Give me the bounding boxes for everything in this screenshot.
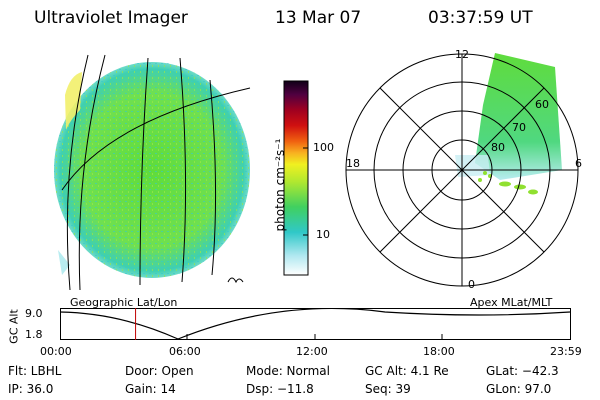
door-status: Door: Open	[125, 364, 194, 378]
lat-label-70: 70	[512, 121, 526, 134]
auroral-bright-patch	[65, 72, 82, 130]
mlt-label-18: 18	[346, 157, 360, 170]
geographic-image	[54, 54, 251, 291]
mlt-label-12: 12	[455, 48, 469, 61]
colorbar-tick-100: 100	[313, 141, 334, 154]
orbit-xtick-2359: 23:59	[550, 345, 582, 358]
mode-status: Mode: Normal	[246, 364, 330, 378]
orbit-xtick-1800: 18:00	[423, 345, 455, 358]
gc-alt-status: GC Alt: 4.1 Re	[365, 364, 449, 378]
orbit-altitude-curve	[60, 308, 571, 340]
geographic-caption: Geographic Lat/Lon	[70, 296, 178, 309]
glon-status: GLon: 97.0	[486, 382, 552, 396]
mlt-label-6: 6	[575, 157, 582, 170]
apex-caption: Apex MLat/MLT	[470, 296, 553, 309]
logo-icon	[227, 277, 244, 284]
polar-plot	[345, 53, 579, 287]
mlt-label-0: 0	[468, 278, 475, 291]
orbit-xtick-0600: 06:00	[169, 345, 201, 358]
dsp-status: Dsp: −11.8	[246, 382, 314, 396]
orbit-ytick-9: 9.0	[25, 307, 43, 320]
orbit-ylabel: GC Alt	[7, 309, 21, 344]
time-label: 03:37:59 UT	[428, 8, 533, 28]
colorbar-unit-label: photon cm⁻²s⁻¹	[273, 138, 287, 232]
lat-label-80: 80	[491, 141, 505, 154]
gain-status: Gain: 14	[125, 382, 176, 396]
ip-status: IP: 36.0	[8, 382, 54, 396]
glat-status: GLat: −42.3	[486, 364, 559, 378]
orbit-plot	[60, 308, 571, 340]
lat-label-60: 60	[535, 98, 549, 111]
orbit-xtick-1200: 12:00	[296, 345, 328, 358]
orbit-xtick-0000: 00:00	[40, 345, 72, 358]
date-label: 13 Mar 07	[275, 8, 362, 28]
filter-status: Flt: LBHL	[8, 364, 62, 378]
seq-status: Seq: 39	[365, 382, 411, 396]
colorbar	[283, 80, 309, 276]
colorbar-tick-10: 10	[316, 228, 330, 241]
app-title: Ultraviolet Imager	[34, 8, 188, 28]
orbit-ytick-1: 1.8	[25, 328, 43, 341]
